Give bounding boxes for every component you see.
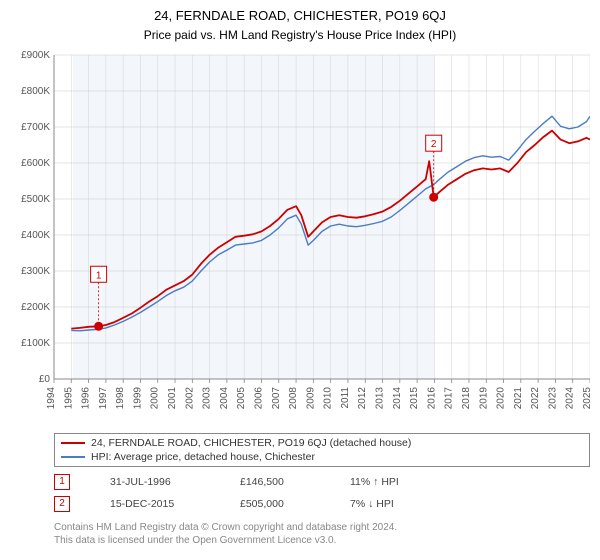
svg-text:2023: 2023	[547, 386, 558, 409]
markers-table: 1 31-JUL-1996 £146,500 11% ↑ HPI 2 15-DE…	[54, 471, 590, 515]
svg-text:2001: 2001	[167, 386, 178, 409]
svg-text:2004: 2004	[219, 386, 230, 409]
svg-text:£600K: £600K	[21, 158, 50, 169]
legend-label: HPI: Average price, detached house, Chic…	[91, 451, 315, 463]
svg-text:1997: 1997	[98, 386, 109, 409]
svg-text:2020: 2020	[496, 386, 507, 409]
marker-pct: 7% ↓ HPI	[350, 498, 470, 510]
attribution-line: Contains HM Land Registry data © Crown c…	[54, 521, 590, 535]
marker-price: £146,500	[240, 476, 350, 488]
marker-num: 2	[59, 498, 65, 509]
svg-text:2014: 2014	[392, 386, 403, 409]
legend-row: 24, FERNDALE ROAD, CHICHESTER, PO19 6QJ …	[61, 436, 583, 450]
svg-text:£700K: £700K	[21, 122, 50, 133]
svg-text:2013: 2013	[375, 386, 386, 409]
svg-text:£500K: £500K	[21, 194, 50, 205]
svg-text:2000: 2000	[150, 386, 161, 409]
marker-badge: 1	[54, 474, 70, 490]
svg-text:£200K: £200K	[21, 302, 50, 313]
svg-text:2: 2	[431, 139, 437, 150]
legend-swatch	[61, 456, 85, 458]
title-address: 24, FERNDALE ROAD, CHICHESTER, PO19 6QJ	[10, 6, 590, 26]
legend-row: HPI: Average price, detached house, Chic…	[61, 450, 583, 464]
svg-text:2010: 2010	[323, 386, 334, 409]
legend-box: 24, FERNDALE ROAD, CHICHESTER, PO19 6QJ …	[54, 433, 590, 467]
svg-text:2009: 2009	[305, 386, 316, 409]
svg-text:2019: 2019	[478, 386, 489, 409]
chart-container: 24, FERNDALE ROAD, CHICHESTER, PO19 6QJ …	[0, 0, 600, 560]
line-chart-svg: £0 £100K £200K £300K £400K £500K £600K £700K £80…	[10, 49, 590, 429]
svg-text:£800K: £800K	[21, 86, 50, 97]
svg-text:1999: 1999	[132, 386, 143, 409]
title-block: 24, FERNDALE ROAD, CHICHESTER, PO19 6QJ …	[10, 6, 590, 45]
svg-text:2007: 2007	[271, 386, 282, 409]
svg-text:2002: 2002	[184, 386, 195, 409]
legend-swatch	[61, 442, 85, 444]
marker-pct: 11% ↑ HPI	[350, 476, 470, 488]
svg-text:£900K: £900K	[21, 50, 50, 61]
svg-text:1995: 1995	[63, 386, 74, 409]
marker-num: 1	[59, 476, 65, 487]
svg-text:2021: 2021	[513, 386, 524, 409]
svg-text:1: 1	[96, 270, 102, 281]
svg-text:2015: 2015	[409, 386, 420, 409]
svg-text:2016: 2016	[426, 386, 437, 409]
svg-text:2011: 2011	[340, 386, 351, 408]
marker-row: 1 31-JUL-1996 £146,500 11% ↑ HPI	[54, 471, 590, 493]
svg-text:£100K: £100K	[21, 338, 50, 349]
marker-price: £505,000	[240, 498, 350, 510]
svg-text:1998: 1998	[115, 386, 126, 409]
attribution-line: This data is licensed under the Open Gov…	[54, 534, 590, 548]
svg-text:2005: 2005	[236, 386, 247, 409]
svg-text:2022: 2022	[530, 386, 541, 409]
svg-text:2003: 2003	[202, 386, 213, 409]
title-subtitle: Price paid vs. HM Land Registry's House …	[10, 26, 590, 45]
svg-text:1996: 1996	[81, 386, 92, 409]
marker-row: 2 15-DEC-2015 £505,000 7% ↓ HPI	[54, 493, 590, 515]
svg-text:2017: 2017	[444, 386, 455, 409]
attribution: Contains HM Land Registry data © Crown c…	[54, 521, 590, 548]
svg-text:£0: £0	[39, 374, 51, 385]
svg-text:2008: 2008	[288, 386, 299, 409]
marker-badge: 2	[54, 496, 70, 512]
svg-text:2018: 2018	[461, 386, 472, 409]
marker-date: 31-JUL-1996	[110, 476, 240, 488]
svg-text:2024: 2024	[565, 386, 576, 409]
marker-date: 15-DEC-2015	[110, 498, 240, 510]
legend-label: 24, FERNDALE ROAD, CHICHESTER, PO19 6QJ …	[91, 437, 411, 449]
chart-area: £0 £100K £200K £300K £400K £500K £600K £700K £80…	[10, 49, 590, 429]
svg-text:2012: 2012	[357, 386, 368, 409]
svg-text:2025: 2025	[582, 386, 590, 409]
svg-text:2006: 2006	[253, 386, 264, 409]
svg-text:£300K: £300K	[21, 266, 50, 277]
svg-text:1994: 1994	[46, 386, 57, 409]
svg-text:£400K: £400K	[21, 230, 50, 241]
